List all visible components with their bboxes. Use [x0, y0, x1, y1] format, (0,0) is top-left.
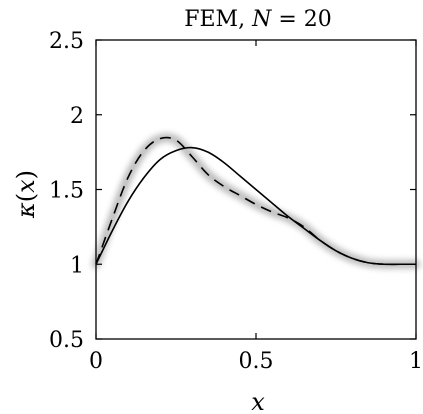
y-tick-label-4: 2.5 — [49, 29, 84, 54]
title-suffix: = 20 — [271, 7, 331, 32]
x-tick-label-2: 1 — [409, 349, 423, 374]
y-tick-label-2: 1.5 — [49, 179, 84, 204]
y-label-open: ( — [12, 193, 40, 202]
y-tick-label-3: 2 — [70, 104, 84, 129]
x-tick-label-0: 0 — [89, 349, 103, 374]
axis-tick-labels: 0 0.5 10.511.522.5 — [49, 29, 423, 374]
y-tick-label-0: 0.5 — [49, 328, 84, 353]
series-lines — [95, 136, 416, 266]
chart-title: FEM, N = 20 — [184, 7, 332, 32]
title-prefix: FEM, — [184, 7, 252, 32]
uncertainty-bands — [91, 133, 421, 269]
plot-frame — [95, 39, 417, 340]
x-axis-label: x — [251, 388, 265, 414]
title-variable: N — [251, 7, 272, 32]
x-tick-label-1: 0.5 — [239, 349, 274, 374]
y-label-close: ) — [12, 170, 40, 179]
series-1-line — [95, 136, 416, 266]
series-1-band — [91, 133, 421, 269]
y-axis-label: κ(x) — [12, 170, 40, 219]
y-label-kappa: κ — [12, 202, 40, 219]
y-label-var: x — [12, 179, 40, 193]
y-tick-label-1: 1 — [70, 253, 84, 278]
